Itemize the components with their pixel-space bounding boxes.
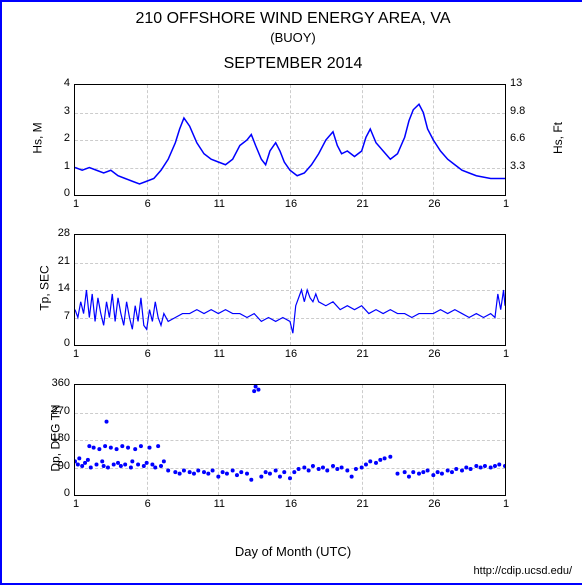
chart-container: 210 OFFSHORE WIND ENERGY AREA, VA (BUOY)… [0, 0, 582, 585]
x-tick-label: 11 [209, 348, 229, 360]
month-title: SEPTEMBER 2014 [2, 55, 582, 73]
x-tick-label: 1 [66, 498, 86, 510]
hs-plot-area [74, 84, 506, 196]
x-tick-label: 16 [281, 348, 301, 360]
x-tick-label: 11 [209, 498, 229, 510]
x-tick-label: 16 [281, 498, 301, 510]
y-tick-label: 3 [64, 105, 70, 117]
x-tick-label: 1 [496, 198, 516, 210]
y-tick-label-right: 9.8 [510, 105, 525, 117]
footer-url: http://cdip.ucsd.edu/ [474, 565, 572, 577]
x-tick-label: 6 [138, 348, 158, 360]
x-tick-label: 21 [353, 348, 373, 360]
y-axis-label-right: Hs, Ft [551, 122, 565, 154]
y-tick-label: 2 [64, 132, 70, 144]
y-tick-label-right: 13 [510, 77, 522, 89]
x-tick-label: 26 [424, 198, 444, 210]
x-tick-label: 21 [353, 198, 373, 210]
hs-panel: 012343.36.69.813Hs, MHs, Ft16111621261 [74, 84, 506, 196]
y-tick-label: 1 [64, 160, 70, 172]
y-tick-label: 7 [64, 310, 70, 322]
y-axis-label: Dp, DEG TN [49, 404, 63, 471]
x-tick-label: 1 [496, 498, 516, 510]
y-axis-label: Hs, M [31, 122, 45, 153]
main-title: 210 OFFSHORE WIND ENERGY AREA, VA [2, 10, 582, 28]
dp-plot-area [74, 384, 506, 496]
x-tick-label: 26 [424, 498, 444, 510]
y-tick-label: 21 [58, 255, 70, 267]
x-tick-label: 6 [138, 198, 158, 210]
x-tick-label: 21 [353, 498, 373, 510]
y-tick-label: 360 [52, 377, 70, 389]
data-svg [75, 385, 505, 495]
x-tick-label: 26 [424, 348, 444, 360]
x-tick-label: 11 [209, 198, 229, 210]
y-axis-label: Tp, SEC [38, 265, 52, 310]
y-tick-label: 4 [64, 77, 70, 89]
tp-panel: 07142128Tp, SEC16111621261 [74, 234, 506, 346]
x-tick-label: 1 [496, 348, 516, 360]
y-tick-label: 14 [58, 282, 70, 294]
data-svg [75, 85, 505, 195]
y-tick-label: 28 [58, 227, 70, 239]
x-tick-label: 1 [66, 348, 86, 360]
tp-plot-area [74, 234, 506, 346]
x-tick-label: 6 [138, 498, 158, 510]
data-svg [75, 235, 505, 345]
dp-panel: 090180270360Dp, DEG TN16111621261 [74, 384, 506, 496]
x-tick-label: 16 [281, 198, 301, 210]
x-axis-label: Day of Month (UTC) [2, 544, 582, 559]
x-tick-label: 1 [66, 198, 86, 210]
y-tick-label-right: 3.3 [510, 160, 525, 172]
y-tick-label-right: 6.6 [510, 132, 525, 144]
sub-title: (BUOY) [2, 30, 582, 45]
